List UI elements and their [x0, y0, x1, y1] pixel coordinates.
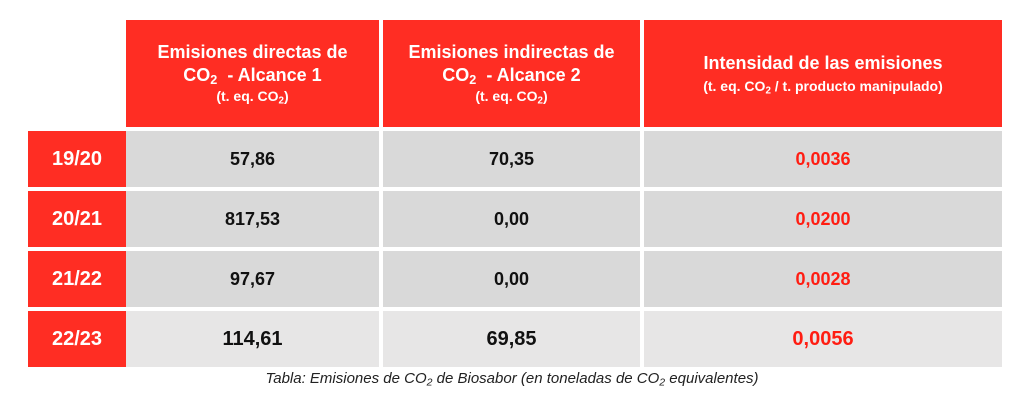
row-separator [28, 307, 1002, 311]
column-separator [379, 251, 383, 307]
direct-emissions-value: 57,86 [126, 131, 379, 187]
intensity-value: 0,0028 [644, 251, 1002, 307]
header-indirect-unit: (t. eq. CO2) [475, 88, 548, 107]
header-direct-line2: CO2 - Alcance 1 [183, 64, 322, 87]
emissions-table: Emisiones directas de CO2 - Alcance 1 (t… [28, 20, 1002, 367]
column-separator [640, 251, 644, 307]
row-separator [28, 247, 1002, 251]
column-separator [379, 20, 383, 127]
column-separator [640, 20, 644, 127]
indirect-emissions-value: 0,00 [383, 251, 640, 307]
year-label: 22/23 [28, 311, 126, 367]
intensity-value: 0,0056 [644, 311, 1002, 367]
header-direct-line1: Emisiones directas de [157, 42, 348, 63]
intensity-value: 0,0200 [644, 191, 1002, 247]
column-separator [640, 191, 644, 247]
direct-emissions-value: 114,61 [126, 311, 379, 367]
header-intensity: Intensidad de las emisiones (t. eq. CO2 … [644, 20, 1002, 127]
indirect-emissions-value: 70,35 [383, 131, 640, 187]
row-separator [28, 127, 1002, 131]
table-caption: Tabla: Emisiones de CO2 de Biosabor (en … [265, 370, 759, 389]
column-separator [379, 131, 383, 187]
column-separator [640, 131, 644, 187]
corner-blank [28, 20, 126, 127]
intensity-value: 0,0036 [644, 131, 1002, 187]
column-separator [379, 311, 383, 367]
header-indirect-line1: Emisiones indirectas de [408, 42, 615, 63]
column-separator [640, 311, 644, 367]
header-direct-unit: (t. eq. CO2) [216, 88, 289, 107]
column-separator [379, 191, 383, 247]
year-label: 19/20 [28, 131, 126, 187]
header-intensity-line1: Intensidad de las emisiones [703, 52, 943, 73]
header-intensity-unit: (t. eq. CO2 / t. producto manipulado) [703, 78, 943, 97]
row-separator [28, 187, 1002, 191]
direct-emissions-value: 817,53 [126, 191, 379, 247]
header-direct-emissions: Emisiones directas de CO2 - Alcance 1 (t… [126, 20, 379, 127]
indirect-emissions-value: 0,00 [383, 191, 640, 247]
header-indirect-line2: CO2 - Alcance 2 [442, 64, 581, 87]
year-label: 21/22 [28, 251, 126, 307]
direct-emissions-value: 97,67 [126, 251, 379, 307]
header-indirect-emissions: Emisiones indirectas de CO2 - Alcance 2 … [383, 20, 640, 127]
year-label: 20/21 [28, 191, 126, 247]
indirect-emissions-value: 69,85 [383, 311, 640, 367]
